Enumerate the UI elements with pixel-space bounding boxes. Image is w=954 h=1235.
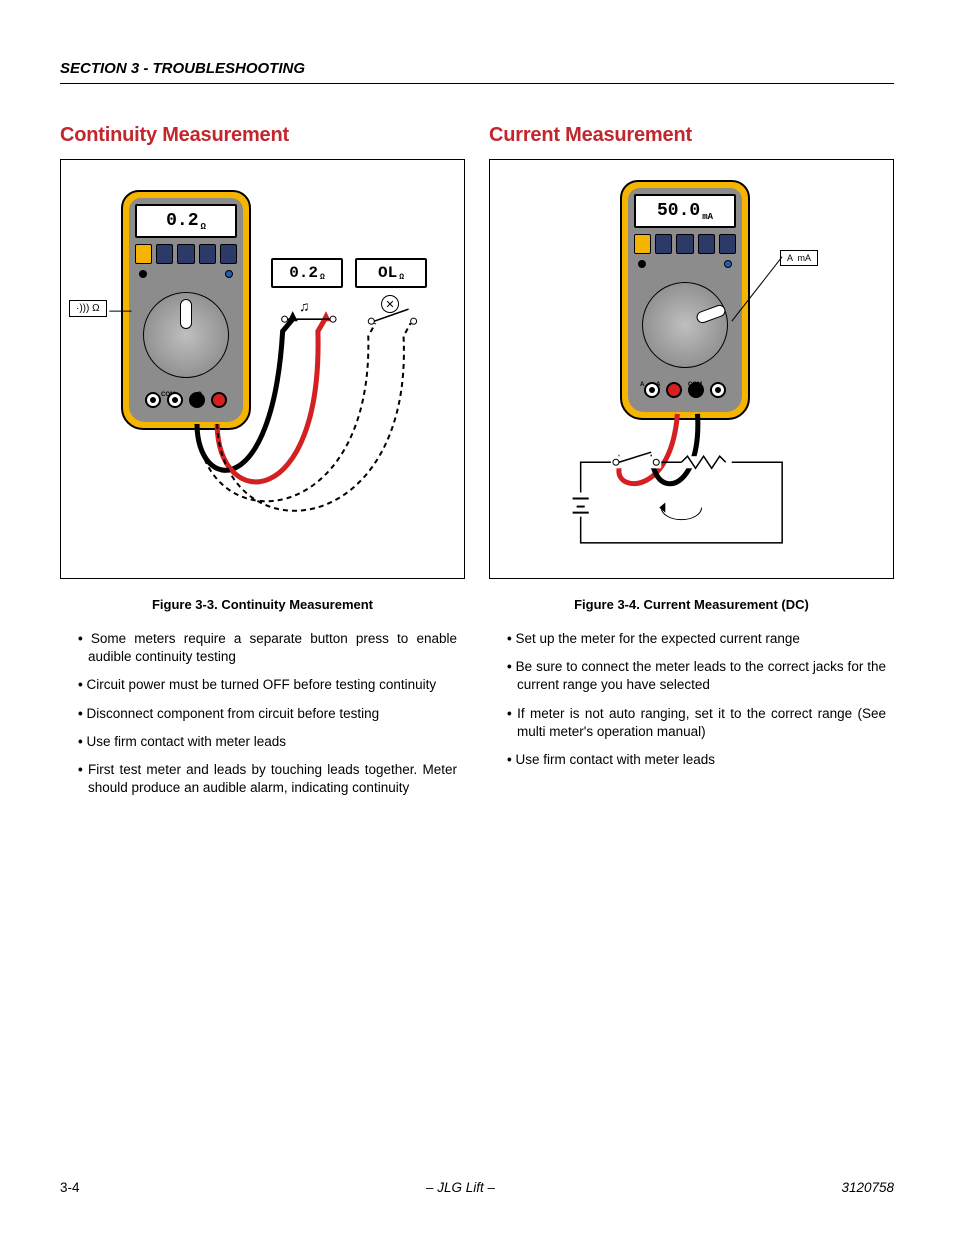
figure-3-3: 0.2Ω COM Ω ·))) Ω 0.2Ω <box>60 159 465 579</box>
figure-3-4: 50.0mA A mA COM A mA <box>489 159 894 579</box>
meter-display: 50.0mA <box>634 194 736 228</box>
section-header: SECTION 3 - TROUBLESHOOTING <box>60 60 894 84</box>
multimeter-continuity: 0.2Ω COM Ω <box>121 190 251 430</box>
bullet-item: Use firm contact with meter leads <box>78 733 457 751</box>
aux-display-open: OLΩ <box>355 258 427 288</box>
left-column: Continuity Measurement 0.2Ω COM Ω <box>60 124 465 808</box>
bullet-item: Circuit power must be turned OFF before … <box>78 676 457 694</box>
content-columns: Continuity Measurement 0.2Ω COM Ω <box>60 124 894 808</box>
sound-icon: ♫ <box>299 298 310 314</box>
dial-mode-label: A mA <box>780 250 818 266</box>
bullet-item: Disconnect component from circuit before… <box>78 705 457 723</box>
document-number: 3120758 <box>841 1180 894 1195</box>
right-heading: Current Measurement <box>489 124 894 147</box>
meter-display: 0.2Ω <box>135 204 237 238</box>
continuity-mode-label: ·))) Ω <box>69 300 107 317</box>
left-heading: Continuity Measurement <box>60 124 465 147</box>
page-footer: 3-4 – JLG Lift – 3120758 <box>60 1180 894 1195</box>
bullet-item: Some meters require a separate button pr… <box>78 630 457 666</box>
multimeter-current: 50.0mA A mA COM <box>620 180 750 420</box>
bullet-item: Use firm contact with meter leads <box>507 751 886 769</box>
aux-display-good: 0.2Ω <box>271 258 343 288</box>
right-bullets: Set up the meter for the expected curren… <box>489 630 894 769</box>
bullet-item: First test meter and leads by touching l… <box>78 761 457 797</box>
no-sound-icon: ✕ <box>381 295 399 313</box>
right-column: Current Measurement 50.0mA A mA COM <box>489 124 894 808</box>
bullet-item: Be sure to connect the meter leads to th… <box>507 658 886 694</box>
footer-title: – JLG Lift – <box>426 1180 495 1195</box>
figure-3-4-caption: Figure 3-4. Current Measurement (DC) <box>489 597 894 612</box>
left-bullets: Some meters require a separate button pr… <box>60 630 465 798</box>
figure-3-3-caption: Figure 3-3. Continuity Measurement <box>60 597 465 612</box>
page-number: 3-4 <box>60 1180 80 1195</box>
bullet-item: If meter is not auto ranging, set it to … <box>507 705 886 741</box>
bullet-item: Set up the meter for the expected curren… <box>507 630 886 648</box>
